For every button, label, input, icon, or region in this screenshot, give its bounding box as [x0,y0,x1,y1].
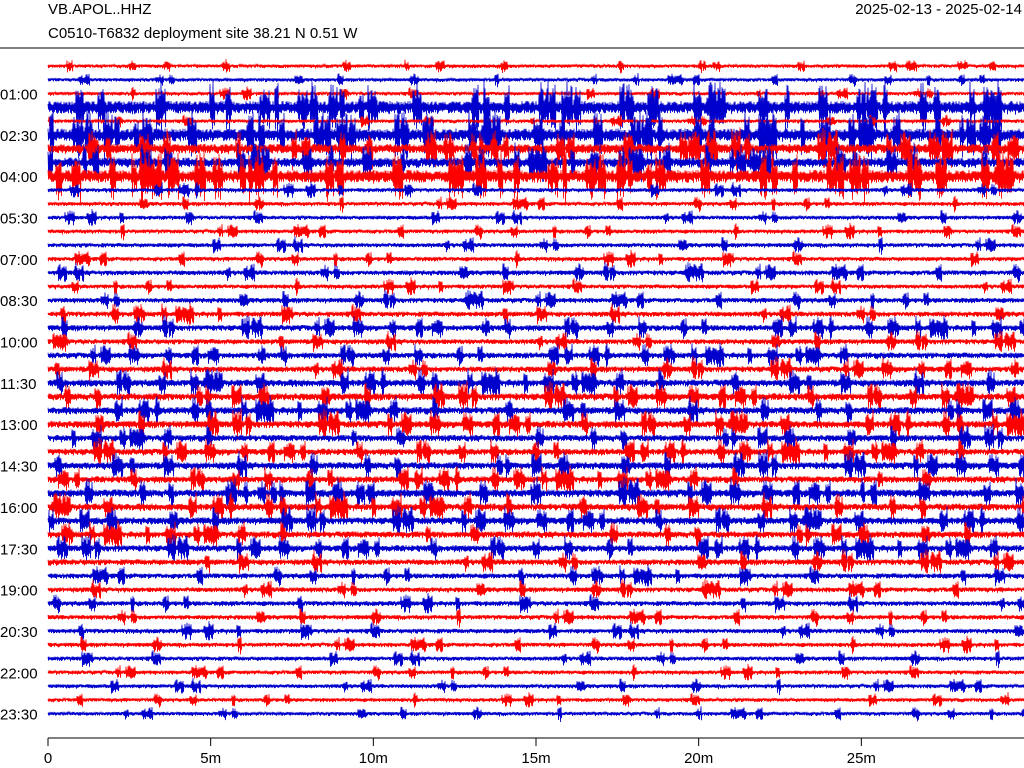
trace [47,222,1024,241]
trace [47,367,1024,399]
trace [47,72,1024,88]
row-label: 19:00 [0,583,38,600]
row-label: 17:30 [0,541,38,558]
trace [47,380,1024,413]
row-label: 02:30 [0,128,38,145]
trace [47,449,1024,482]
trace [47,678,1024,696]
x-tick-label: 20m [684,750,713,767]
trace [47,277,1024,296]
trace [47,564,1024,587]
trace [47,491,1024,523]
trace [47,608,1024,628]
row-label: 16:00 [0,500,38,517]
trace [47,692,1024,708]
row-label: 01:00 [0,87,38,104]
x-tick-label: 10m [359,750,388,767]
trace [47,476,1024,510]
trace [47,423,1024,453]
x-tick-label: 0 [44,750,52,767]
trace [47,635,1024,655]
trace [47,356,1024,382]
trace [47,181,1024,199]
row-label: 11:30 [0,376,36,393]
row-label: 08:30 [0,293,38,310]
row-label: 13:00 [0,417,38,434]
row-label: 20:30 [0,624,38,641]
trace [47,59,1024,74]
chart-title: VB.APOL..HHZ [48,1,151,18]
trace [47,706,1024,723]
x-tick-label: 5m [200,750,221,767]
x-tick-label: 15m [521,750,550,767]
row-label: 04:00 [0,169,38,186]
trace [47,549,1024,574]
trace [47,106,1024,164]
chart-subtitle: C0510-T6832 deployment site 38.21 N 0.51… [48,25,358,42]
trace [47,578,1024,600]
trace [47,342,1024,369]
trace [47,649,1024,669]
trace [47,330,1024,353]
trace [47,195,1024,213]
trace [47,520,1024,549]
trace [47,141,1024,183]
trace [47,86,1024,101]
trace [47,621,1024,641]
trace [47,437,1024,466]
trace [47,394,1024,426]
row-label: 14:30 [0,459,38,476]
trace [47,209,1024,226]
trace [47,533,1024,564]
trace [47,289,1024,311]
date-range: 2025-02-13 - 2025-02-14 [855,1,1022,18]
trace [47,127,1024,171]
row-label: 07:00 [0,252,38,269]
row-label: 10:00 [0,335,38,352]
trace [47,505,1024,537]
trace [47,149,1024,206]
trace [47,261,1024,283]
trace [47,249,1024,269]
trace [47,408,1024,441]
trace [47,592,1024,614]
row-label: 23:30 [0,707,38,724]
row-label: 22:00 [0,665,38,682]
trace [47,236,1024,255]
trace [47,314,1024,341]
x-tick-label: 25m [847,750,876,767]
trace [47,663,1024,681]
row-label: 05:30 [0,211,38,228]
trace [47,302,1024,325]
trace [47,79,1024,137]
